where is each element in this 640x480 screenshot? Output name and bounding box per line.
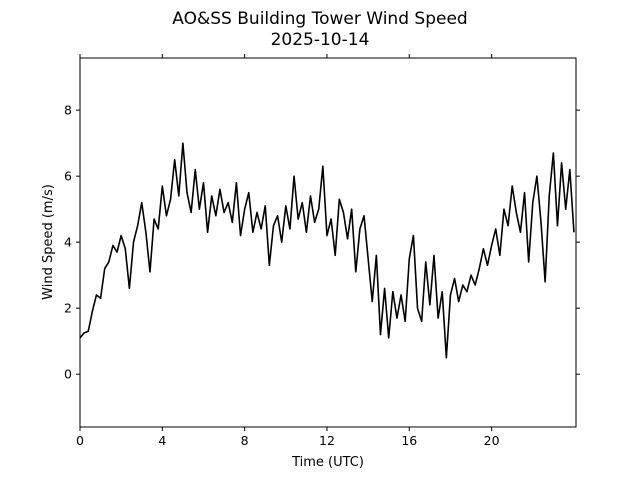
x-tick-label: 20 (484, 433, 500, 448)
y-tick-label: 0 (64, 367, 72, 382)
data-line (79, 142, 575, 359)
plot-frame (79, 57, 577, 428)
y-tick-label: 4 (64, 235, 72, 250)
x-tick-label: 12 (319, 433, 335, 448)
x-tick-label: 0 (76, 433, 84, 448)
x-axis-label: Time (UTC) (291, 455, 364, 470)
chart-subtitle: 2025-10-14 (271, 30, 370, 50)
x-tick-label: 16 (401, 433, 417, 448)
x-tick-label: 8 (241, 433, 249, 448)
x-tick-label: 4 (158, 433, 166, 448)
chart-title: AO&SS Building Tower Wind Speed (172, 9, 467, 29)
y-axis-label: Wind Speed (m/s) (41, 184, 56, 300)
y-tick-label: 6 (64, 169, 72, 184)
y-tick-label: 8 (64, 103, 72, 118)
y-tick-label: 2 (64, 301, 72, 316)
